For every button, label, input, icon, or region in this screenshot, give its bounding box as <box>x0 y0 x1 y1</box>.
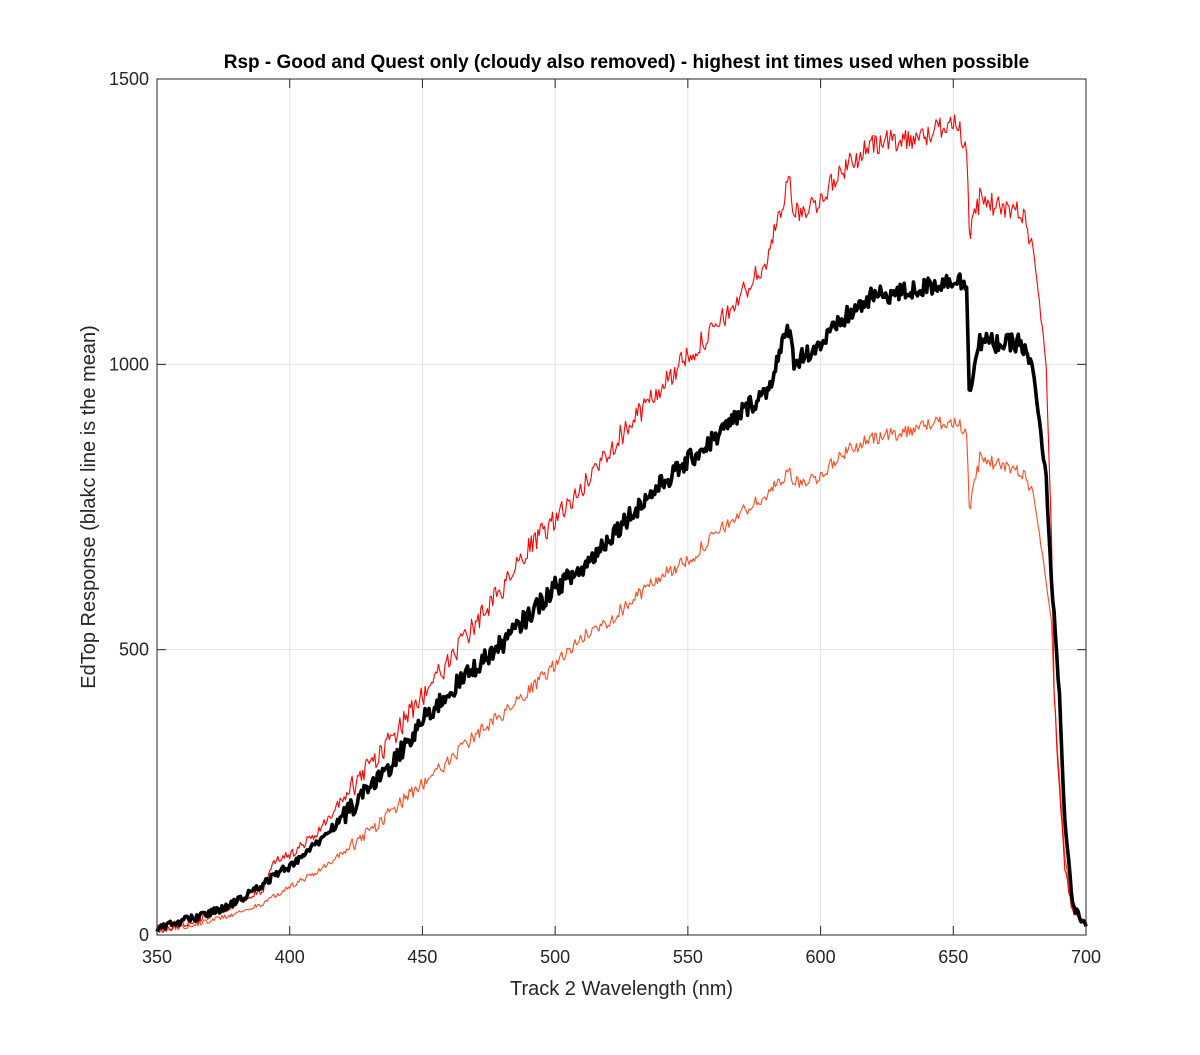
x-axis-title: Track 2 Wavelength (nm) <box>510 978 733 1000</box>
x-tick-label: 650 <box>938 947 968 967</box>
y-tick-label: 0 <box>139 925 149 945</box>
x-tick-label: 450 <box>407 947 437 967</box>
x-tick-label: 350 <box>142 947 172 967</box>
mean-series-line <box>155 272 1088 933</box>
x-tick-label: 600 <box>806 947 836 967</box>
y-tick-label: 1000 <box>109 354 149 374</box>
axes-box <box>156 78 1087 936</box>
upper-series-line <box>156 114 1087 933</box>
plot-area <box>157 79 1086 935</box>
ticks: 350 400 450 500 550 600 650 700 0 500 1000 1500 <box>109 69 1101 967</box>
y-axis-title: EdTop Response (blakc line is the mean) <box>78 325 100 689</box>
y-tick-label: 500 <box>119 640 149 660</box>
x-tick-label: 550 <box>673 947 703 967</box>
x-tick-label: 400 <box>275 947 305 967</box>
lower-series-line <box>156 416 1087 933</box>
series-group <box>155 114 1088 933</box>
y-tick-label: 1500 <box>109 69 149 89</box>
chart-title: Rsp - Good and Quest only (cloudy also r… <box>224 52 1030 73</box>
x-tick-label: 500 <box>540 947 570 967</box>
x-tick-label: 700 <box>1071 947 1101 967</box>
